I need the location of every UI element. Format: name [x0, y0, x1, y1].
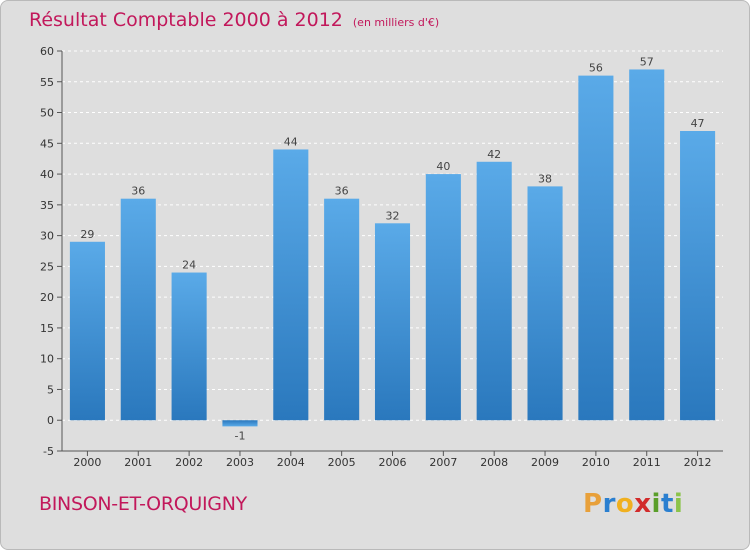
x-tick-label-2012: 2012 — [684, 456, 712, 469]
logo-letter: x — [634, 489, 652, 519]
x-tick-label-2004: 2004 — [277, 456, 305, 469]
value-label-2012: 47 — [691, 117, 705, 130]
bar-2002[interactable] — [171, 272, 207, 421]
logo-letter: r — [602, 489, 616, 519]
bar-2012[interactable] — [680, 131, 716, 421]
y-tick-label: 5 — [47, 383, 54, 396]
y-tick-label: 25 — [40, 260, 54, 273]
bar-2007[interactable] — [425, 174, 461, 421]
bar-2010[interactable] — [578, 75, 614, 421]
y-tick-label: 20 — [40, 291, 54, 304]
value-label-2008: 42 — [487, 148, 501, 161]
value-label-2005: 36 — [335, 185, 349, 198]
value-label-2010: 56 — [589, 62, 603, 75]
value-label-2000: 29 — [80, 228, 94, 241]
value-label-2006: 32 — [386, 209, 400, 222]
x-tick-label-2011: 2011 — [633, 456, 661, 469]
x-tick-label-2003: 2003 — [226, 456, 254, 469]
x-tick-label-2000: 2000 — [73, 456, 101, 469]
commune-name: BINSON-ET-ORQUIGNY — [39, 493, 247, 515]
bar-2005[interactable] — [324, 198, 360, 421]
logo-letter: i — [651, 489, 661, 519]
logo-letter: P — [583, 489, 603, 519]
bar-2006[interactable] — [374, 223, 411, 421]
value-label-2011: 57 — [640, 55, 654, 68]
y-tick-label: 15 — [40, 322, 54, 335]
value-label-2004: 44 — [284, 135, 298, 148]
logo-letter: i — [673, 489, 684, 519]
x-tick-label-2006: 2006 — [379, 456, 407, 469]
y-tick-label: 10 — [40, 353, 54, 366]
y-tick-label: -5 — [43, 445, 54, 458]
logo-letter: t — [660, 489, 674, 519]
bar-2000[interactable] — [69, 241, 105, 421]
value-label-2001: 36 — [131, 185, 145, 198]
value-label-2003: -1 — [234, 429, 245, 442]
bar-2004[interactable] — [273, 149, 309, 421]
y-tick-label: 55 — [40, 76, 54, 89]
bar-2001[interactable] — [120, 198, 156, 421]
bar-2011[interactable] — [629, 69, 665, 421]
x-tick-label-2008: 2008 — [480, 456, 508, 469]
y-tick-label: 60 — [40, 45, 54, 58]
y-tick-label: 40 — [40, 168, 54, 181]
x-tick-label-2005: 2005 — [328, 456, 356, 469]
bar-2008[interactable] — [476, 161, 512, 421]
chart-title: Résultat Comptable 2000 à 2012 (en millie… — [29, 9, 439, 31]
proxiti-logo[interactable]: Proxiti — [583, 489, 683, 519]
y-tick-label: 35 — [40, 199, 54, 212]
x-tick-label-2007: 2007 — [429, 456, 457, 469]
x-tick-label-2001: 2001 — [124, 456, 152, 469]
logo-letter: o — [615, 489, 635, 519]
y-tick-label: 30 — [40, 230, 54, 243]
value-label-2002: 24 — [182, 259, 196, 272]
bar-2003[interactable] — [222, 420, 258, 427]
x-tick-label-2009: 2009 — [531, 456, 559, 469]
bar-2009[interactable] — [527, 186, 563, 421]
chart-title-text: Résultat Comptable 2000 à 2012 — [29, 9, 343, 31]
x-tick-label-2002: 2002 — [175, 456, 203, 469]
chart-subtitle: (en milliers d'€) — [352, 16, 440, 29]
y-tick-label: 50 — [40, 107, 54, 120]
y-tick-label: 45 — [40, 137, 54, 150]
x-tick-label-2010: 2010 — [582, 456, 610, 469]
y-tick-label: 0 — [47, 414, 54, 427]
value-label-2009: 38 — [538, 172, 552, 185]
value-label-2007: 40 — [436, 160, 450, 173]
